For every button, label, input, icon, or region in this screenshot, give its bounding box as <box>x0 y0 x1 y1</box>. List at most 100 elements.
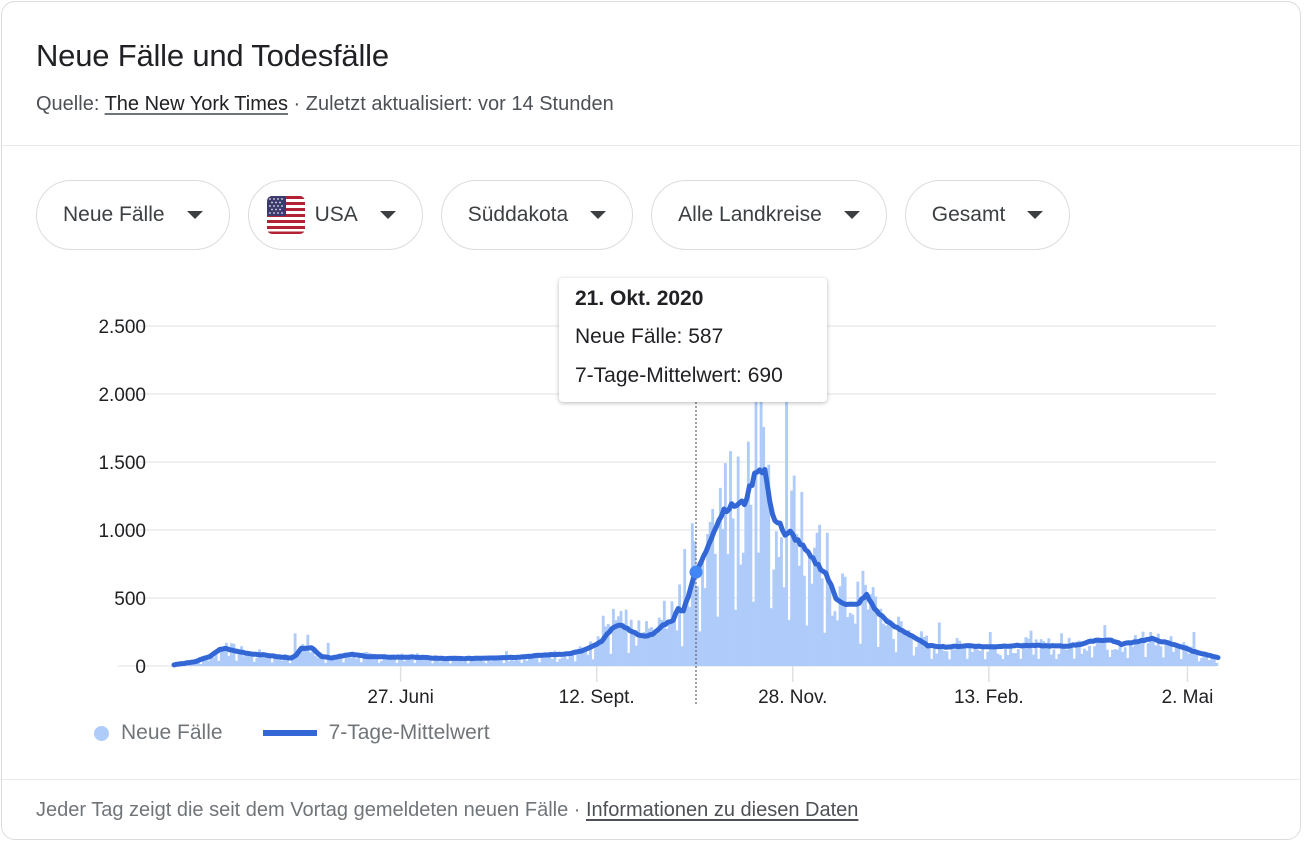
bar <box>772 569 776 666</box>
bar <box>212 657 216 666</box>
bar <box>461 661 465 666</box>
bar <box>950 649 954 666</box>
bar <box>507 661 511 666</box>
bar <box>1179 659 1183 666</box>
bar <box>693 541 697 666</box>
bar <box>296 654 300 666</box>
footer-note: Jeder Tag zeigt die seit dem Vortag geme… <box>36 799 569 821</box>
bar <box>838 586 842 666</box>
caret-down-icon <box>590 211 607 219</box>
bar <box>884 625 888 666</box>
bar <box>357 657 361 666</box>
bar <box>1174 644 1178 666</box>
bar <box>469 658 473 666</box>
bar <box>286 659 289 666</box>
bar <box>1154 645 1158 666</box>
bar <box>538 662 541 666</box>
legend-new-cases[interactable]: Neue Fälle <box>121 721 223 744</box>
bar <box>1139 640 1142 666</box>
bar <box>1014 653 1018 666</box>
bar <box>283 654 287 666</box>
bar <box>892 639 895 666</box>
bar <box>207 660 210 666</box>
bar <box>673 613 676 666</box>
bar <box>866 609 870 666</box>
bar <box>968 646 972 666</box>
bar <box>680 646 684 666</box>
bar <box>530 656 534 666</box>
bar <box>978 650 982 666</box>
source-prefix: Quelle: <box>36 93 105 115</box>
bar <box>1093 646 1097 666</box>
bar <box>609 653 613 666</box>
bar <box>1006 654 1010 666</box>
bar <box>204 657 208 666</box>
bar <box>1156 633 1160 666</box>
bar <box>675 630 679 666</box>
bar <box>237 652 241 666</box>
bar <box>657 617 661 666</box>
bar <box>1083 648 1086 666</box>
bar <box>836 620 839 666</box>
bar <box>713 553 717 666</box>
bar <box>1062 648 1066 666</box>
bar <box>971 652 974 666</box>
source-link[interactable]: The New York Times <box>104 93 288 115</box>
bar <box>777 557 781 666</box>
bar <box>367 652 371 666</box>
bar <box>446 657 450 666</box>
bar <box>527 654 531 666</box>
metric-dropdown[interactable]: Neue Fälle <box>36 180 230 250</box>
bar <box>785 377 788 666</box>
bar <box>764 477 768 666</box>
bar <box>459 660 463 666</box>
bar <box>904 631 908 666</box>
bar <box>303 645 307 666</box>
x-tick-label: 13. Feb. <box>954 687 1024 708</box>
bar <box>464 661 468 666</box>
bar <box>894 652 898 666</box>
bar <box>604 626 608 666</box>
bar <box>1215 662 1219 666</box>
bar <box>662 600 666 666</box>
bar <box>1016 649 1020 666</box>
bar <box>235 660 238 666</box>
bar <box>497 659 501 666</box>
bar <box>247 652 251 666</box>
bar <box>563 656 567 666</box>
bar <box>352 651 356 666</box>
bar <box>314 655 317 666</box>
bar <box>217 660 221 666</box>
bar <box>1077 640 1081 666</box>
bar <box>1019 658 1023 666</box>
legend-average[interactable]: 7-Tage-Mittelwert <box>328 721 490 744</box>
bar <box>436 659 440 666</box>
bar <box>1159 646 1163 666</box>
bar <box>645 621 648 666</box>
bar <box>655 634 659 666</box>
period-dropdown[interactable]: Gesamt <box>904 180 1071 250</box>
bar <box>667 623 671 666</box>
data-info-link[interactable]: Informationen zu diesen Daten <box>585 799 859 821</box>
bar <box>991 644 995 666</box>
bar <box>515 657 519 666</box>
bar <box>703 588 707 666</box>
bar <box>1169 636 1173 666</box>
bar <box>555 661 559 666</box>
bar <box>1042 641 1046 666</box>
us-flag-icon <box>266 196 305 234</box>
bar <box>347 657 350 666</box>
bar <box>864 584 867 666</box>
bar <box>344 656 348 666</box>
state-dropdown[interactable]: Süddakota <box>440 180 634 250</box>
bar <box>955 638 959 666</box>
bar <box>647 628 651 666</box>
bar <box>632 633 636 666</box>
bar <box>568 652 572 666</box>
county-dropdown[interactable]: Alle Landkreise <box>651 180 887 250</box>
cases-chart[interactable]: 0 500 1.000 1.500 2.000 2.500 27. Juni 12. Sep… <box>2 262 1301 722</box>
bar <box>983 659 987 666</box>
bar <box>1027 638 1030 666</box>
country-dropdown[interactable]: USA <box>247 180 423 250</box>
bar <box>1177 647 1181 666</box>
